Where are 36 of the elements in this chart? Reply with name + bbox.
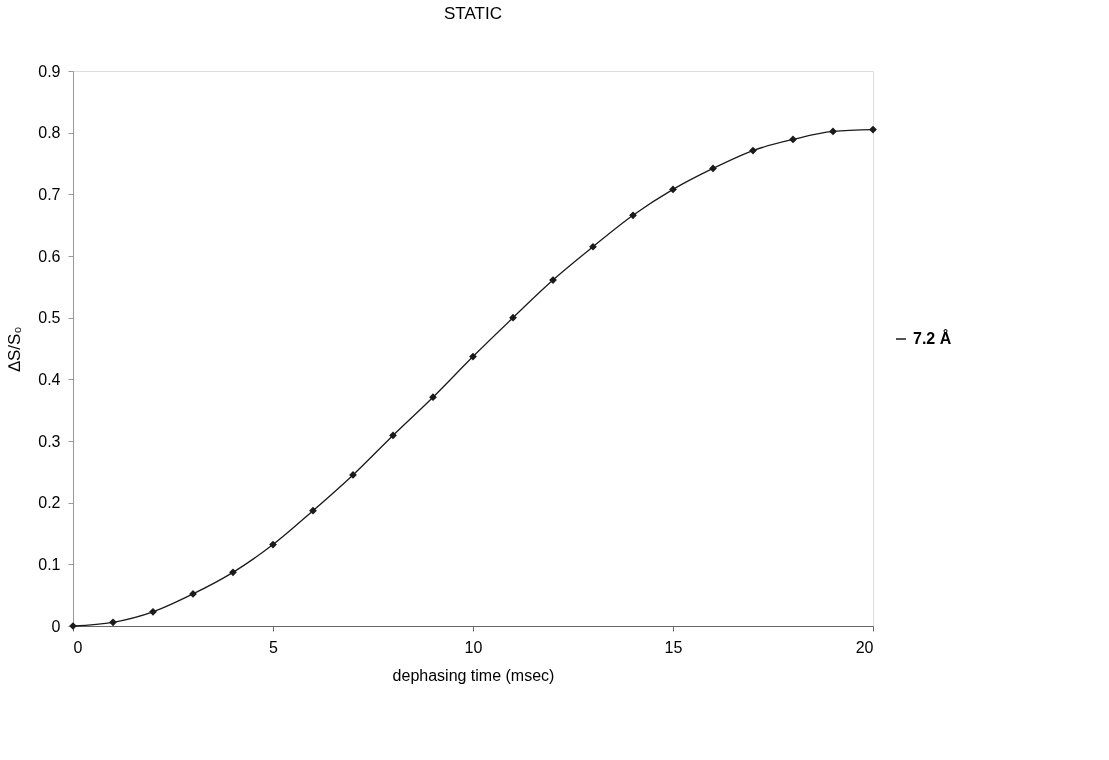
point (509, 313, 517, 322)
point (389, 431, 397, 440)
y-tick-label: 0 (51, 617, 61, 635)
point (629, 211, 637, 220)
point (749, 146, 757, 155)
chart-title: STATIC (444, 4, 502, 23)
x-tick-label: 15 (664, 638, 683, 656)
y-tick-label: 0.1 (38, 555, 61, 573)
point (469, 352, 477, 361)
point (429, 393, 437, 402)
y-tick-label: 0.5 (38, 309, 61, 327)
point (709, 164, 717, 173)
point (149, 607, 157, 616)
point (869, 125, 877, 134)
x-tick-label: 10 (464, 638, 483, 656)
x-tick-label: 5 (269, 638, 279, 656)
point (589, 242, 597, 251)
point (109, 618, 117, 627)
point (309, 506, 317, 515)
y-tick-label: 0.2 (38, 494, 61, 512)
y-tick-label: 0.4 (38, 370, 61, 388)
y-tick-label: 0.9 (38, 62, 61, 80)
y-tick-label: 0.7 (38, 185, 61, 203)
x-tick-label: 20 (855, 638, 874, 656)
y-tick-label: 0.8 (38, 124, 61, 142)
y-tick-label: 0.6 (38, 247, 61, 265)
point (829, 127, 837, 136)
y-axis-title: ∆S/S₀ (5, 326, 25, 372)
x-tick-label: 0 (73, 638, 83, 656)
x-axis-title: dephasing time (msec) (392, 666, 555, 684)
point (269, 540, 277, 549)
legend-label: 7.2 Å (913, 329, 952, 347)
point (229, 568, 237, 577)
point (669, 185, 677, 194)
y-tick-label: 0.3 (38, 432, 61, 450)
point (789, 135, 797, 144)
